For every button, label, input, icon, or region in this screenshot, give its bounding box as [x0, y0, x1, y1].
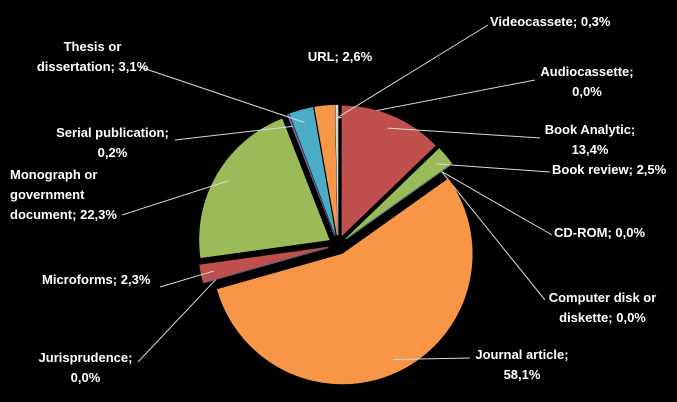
- separator: ;: [629, 64, 634, 79]
- separator: ;: [572, 14, 578, 29]
- category-name: Audiocassette: [540, 64, 630, 79]
- leader-line: [174, 125, 293, 141]
- separator: ;: [128, 350, 133, 365]
- category-name: Journal article: [475, 347, 565, 362]
- pie-slice: [289, 107, 336, 236]
- leader-line: [435, 163, 551, 173]
- data-label: Computer disk or diskette; 0,0%: [540, 288, 665, 328]
- data-label: Thesis or dissertation; 3,1%: [25, 37, 160, 77]
- pie-slice: [341, 105, 436, 237]
- category-name: Microforms: [42, 272, 113, 287]
- value-label: 0,0%: [70, 370, 101, 385]
- pie-slice: [286, 113, 335, 236]
- data-label: Monograph or government document; 22,3%: [10, 165, 122, 225]
- pie-slice: [314, 104, 338, 236]
- separator: ;: [72, 207, 77, 222]
- data-label: Videocassete; 0,3%: [490, 12, 640, 32]
- data-label: Jurisprudence; 0,0%: [28, 348, 143, 388]
- category-name: Book review: [552, 162, 629, 177]
- leader-line: [392, 357, 471, 361]
- separator: ;: [607, 225, 612, 240]
- separator: ;: [628, 162, 633, 177]
- leader-line: [336, 24, 489, 119]
- separator: ;: [164, 125, 169, 140]
- leader-line: [137, 279, 217, 363]
- data-label: URL; 2,6%: [290, 47, 390, 67]
- category-name: Serial publication: [56, 125, 165, 140]
- value-label: 0,3%: [580, 14, 611, 29]
- separator: ;: [110, 59, 115, 74]
- pie-slice: [199, 118, 330, 259]
- category-name: Book Analytic: [544, 122, 631, 137]
- separator: ;: [564, 347, 569, 362]
- pie-slice: [335, 104, 339, 236]
- data-label: Serial publication; 0,2%: [45, 123, 180, 163]
- category-name: Thesis or dissertation: [36, 39, 122, 74]
- leader-line: [387, 127, 541, 139]
- value-label: 0,0%: [572, 84, 602, 99]
- separator: ;: [630, 122, 636, 137]
- value-label: 2,5%: [636, 162, 667, 177]
- data-label: Microforms; 2,3%: [42, 270, 172, 290]
- value-label: 58,1%: [503, 367, 541, 382]
- separator: ;: [334, 49, 339, 64]
- category-name: URL: [307, 49, 335, 64]
- value-label: 0,0%: [615, 225, 646, 240]
- data-label: Book review; 2,5%: [552, 160, 677, 180]
- separator: ;: [608, 310, 613, 325]
- category-name: Computer disk or diskette: [548, 290, 657, 325]
- value-label: 0,2%: [97, 145, 128, 160]
- pie-slice: [199, 246, 329, 283]
- data-label: Audiocassette; 0,0%: [532, 62, 642, 102]
- data-label: CD-ROM; 0,0%: [554, 223, 674, 243]
- leader-line: [159, 270, 214, 288]
- leader-line: [139, 66, 305, 123]
- pie-slice: [345, 148, 453, 239]
- category-name: CD-ROM: [554, 225, 608, 240]
- value-label: 2,3%: [120, 272, 151, 287]
- value-label: 2,6%: [342, 49, 373, 64]
- value-label: 22,3%: [80, 207, 117, 222]
- data-label: Journal article; 58,1%: [462, 345, 582, 385]
- category-name: Videocassete: [490, 14, 573, 29]
- leader-line: [441, 171, 553, 236]
- category-name: Jurisprudence: [38, 350, 129, 365]
- category-name: Monograph or government document: [10, 167, 98, 222]
- leader-line: [441, 171, 546, 301]
- leader-line: [121, 180, 229, 216]
- value-label: 13,4%: [571, 142, 609, 157]
- value-label: 3,1%: [118, 59, 149, 74]
- separator: ;: [112, 272, 118, 287]
- pie-slice: [216, 178, 473, 385]
- value-label: 0,0%: [616, 310, 646, 325]
- data-label: Book Analytic; 13,4%: [535, 120, 645, 160]
